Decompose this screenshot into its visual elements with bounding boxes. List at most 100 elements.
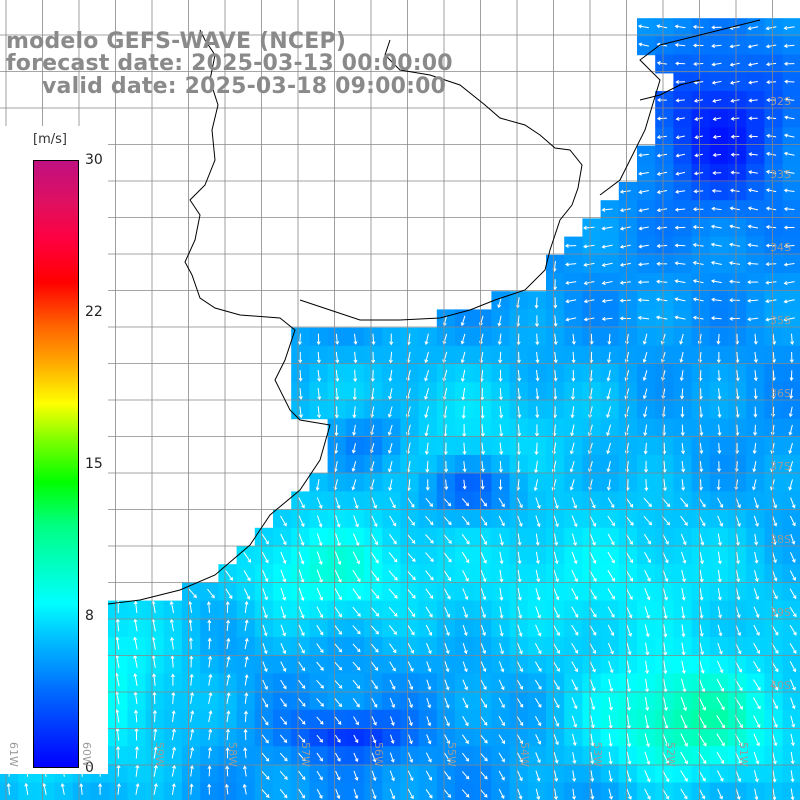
wind-arrow — [644, 479, 649, 492]
wind-arrow — [206, 601, 211, 613]
wind-arrow — [711, 62, 722, 67]
wind-arrow — [608, 697, 613, 711]
wind-arrow — [642, 370, 648, 381]
wind-arrow — [133, 673, 138, 686]
wind-arrow — [570, 406, 575, 419]
wind-arrow — [572, 770, 577, 782]
lat-label-34s: 34S — [770, 241, 791, 254]
wind-arrow — [517, 569, 522, 583]
wind-arrow — [351, 461, 357, 472]
wind-arrow — [444, 643, 450, 655]
wind-arrow — [480, 606, 486, 619]
wind-arrow — [656, 153, 668, 158]
wind-arrow — [675, 171, 686, 176]
wind-arrow — [335, 387, 340, 401]
wind-arrow — [712, 98, 722, 103]
wind-arrow — [679, 351, 684, 363]
wind-arrow — [262, 697, 269, 708]
wind-arrow — [517, 642, 523, 655]
wind-arrow — [499, 551, 504, 565]
wind-arrow — [747, 62, 758, 67]
wind-arrow — [498, 679, 505, 691]
wind-arrow — [625, 551, 633, 564]
wind-arrow — [534, 424, 540, 437]
wind-arrow — [765, 62, 777, 67]
wind-arrow — [765, 151, 777, 156]
wind-arrow — [443, 552, 452, 563]
wind-arrow — [606, 388, 611, 400]
wind-arrow — [226, 656, 231, 668]
wind-arrow — [279, 734, 288, 744]
wind-arrow — [606, 460, 611, 473]
wind-arrow — [406, 588, 416, 599]
wind-arrow — [735, 624, 742, 637]
wind-arrow — [480, 697, 487, 708]
wind-arrow — [589, 333, 594, 345]
wind-arrow — [789, 643, 797, 654]
wind-arrow — [590, 697, 596, 711]
wind-arrow — [334, 734, 341, 743]
wind-arrow — [371, 716, 377, 726]
wind-arrow — [188, 637, 193, 650]
wind-arrow — [625, 533, 633, 545]
wind-arrow — [443, 442, 448, 456]
wind-arrow — [407, 606, 416, 618]
wind-arrow — [516, 770, 523, 782]
wind-arrow — [747, 317, 759, 322]
wind-arrow — [711, 80, 722, 85]
wind-arrow — [316, 587, 324, 601]
wind-arrow — [389, 661, 396, 672]
wind-arrow — [352, 643, 361, 653]
wind-arrow — [656, 208, 668, 213]
wind-arrow — [717, 569, 722, 583]
wind-arrow — [498, 770, 505, 781]
wind-arrow — [552, 279, 558, 291]
wind-arrow — [753, 388, 758, 400]
wind-arrow — [334, 442, 339, 455]
wind-arrow — [424, 351, 429, 364]
wind-arrow — [735, 388, 740, 400]
wind-arrow — [717, 642, 723, 655]
wind-arrow — [443, 534, 452, 544]
wind-arrow — [189, 783, 194, 795]
lat-label-37s: 37S — [770, 460, 791, 473]
wind-arrow — [535, 734, 542, 745]
wind-arrow — [480, 643, 487, 655]
wind-arrow — [517, 624, 523, 637]
wind-arrow — [462, 697, 469, 709]
wind-arrow — [619, 208, 631, 213]
wind-arrow — [207, 619, 212, 631]
wind-arrow — [298, 624, 305, 637]
wind-arrow — [790, 497, 796, 509]
wind-arrow — [334, 698, 343, 708]
wind-arrow — [674, 207, 686, 212]
wind-arrow — [517, 424, 522, 437]
wind-arrow — [748, 170, 758, 175]
wind-arrow — [608, 678, 614, 693]
wind-arrow — [298, 606, 305, 619]
wind-arrow — [444, 606, 451, 618]
wind-arrow — [589, 661, 596, 673]
wind-arrow — [699, 624, 704, 637]
wind-arrow — [638, 153, 649, 158]
wind-arrow — [352, 661, 361, 671]
wind-arrow — [736, 569, 741, 583]
wind-arrow — [352, 606, 361, 617]
wind-arrow — [661, 406, 666, 418]
wind-arrow — [408, 716, 413, 727]
wind-arrow — [553, 388, 558, 400]
wind-arrow — [681, 660, 686, 674]
wind-arrow — [462, 679, 468, 691]
forecast-date: forecast date: 2025-03-13 00:00:00 — [6, 51, 453, 76]
wind-arrow — [335, 497, 341, 509]
wind-arrow — [680, 424, 685, 437]
wind-arrow — [133, 709, 139, 723]
wind-arrow — [371, 788, 377, 800]
wind-arrow — [601, 226, 613, 231]
wind-arrow — [625, 588, 633, 601]
wind-arrow — [753, 515, 759, 527]
wind-arrow — [424, 442, 429, 455]
wind-arrow — [534, 642, 542, 655]
wind-arrow — [753, 770, 759, 783]
wind-arrow — [753, 606, 760, 618]
